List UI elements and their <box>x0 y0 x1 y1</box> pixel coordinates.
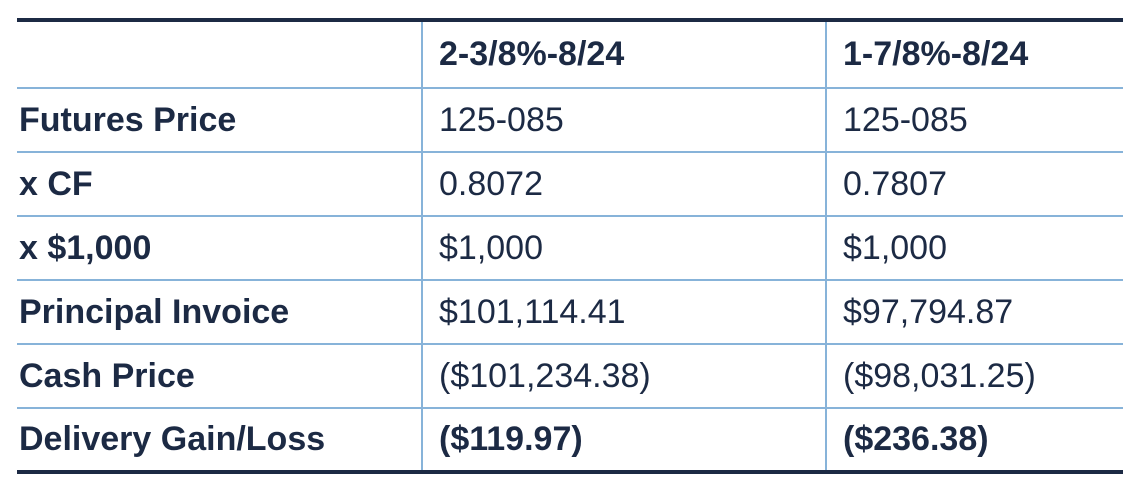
table-row: Delivery Gain/Loss ($119.97) ($236.38) <box>17 408 1123 474</box>
header-bond-2: 1-7/8%-8/24 <box>825 20 1123 89</box>
cell-value: ($101,234.38) <box>421 344 826 409</box>
row-label-principal-invoice: Principal Invoice <box>17 280 422 345</box>
row-label-delivery-gain-loss: Delivery Gain/Loss <box>17 408 422 474</box>
cell-value: 0.7807 <box>825 152 1123 217</box>
cell-value: $1,000 <box>421 216 826 281</box>
cell-value: 0.8072 <box>421 152 826 217</box>
cell-value: $101,114.41 <box>421 280 826 345</box>
table-row: Principal Invoice $101,114.41 $97,794.87 <box>17 280 1123 345</box>
header-row: 2-3/8%-8/24 1-7/8%-8/24 <box>17 20 1123 89</box>
row-label-futures-price: Futures Price <box>17 88 422 153</box>
cell-value: $1,000 <box>825 216 1123 281</box>
table-row: Futures Price 125-085 125-085 <box>17 88 1123 153</box>
cell-value: ($119.97) <box>421 408 826 474</box>
delivery-comparison-table: 2-3/8%-8/24 1-7/8%-8/24 Futures Price 12… <box>17 18 1123 474</box>
cell-value: ($98,031.25) <box>825 344 1123 409</box>
row-label-multiplier: x $1,000 <box>17 216 422 281</box>
cell-value: 125-085 <box>421 88 826 153</box>
cell-value: ($236.38) <box>825 408 1123 474</box>
header-blank-cell <box>17 20 422 89</box>
table-row: x CF 0.8072 0.7807 <box>17 152 1123 217</box>
header-bond-1: 2-3/8%-8/24 <box>421 20 826 89</box>
table-row: x $1,000 $1,000 $1,000 <box>17 216 1123 281</box>
row-label-cash-price: Cash Price <box>17 344 422 409</box>
row-label-cf: x CF <box>17 152 422 217</box>
cell-value: 125-085 <box>825 88 1123 153</box>
cell-value: $97,794.87 <box>825 280 1123 345</box>
table-row: Cash Price ($101,234.38) ($98,031.25) <box>17 344 1123 409</box>
